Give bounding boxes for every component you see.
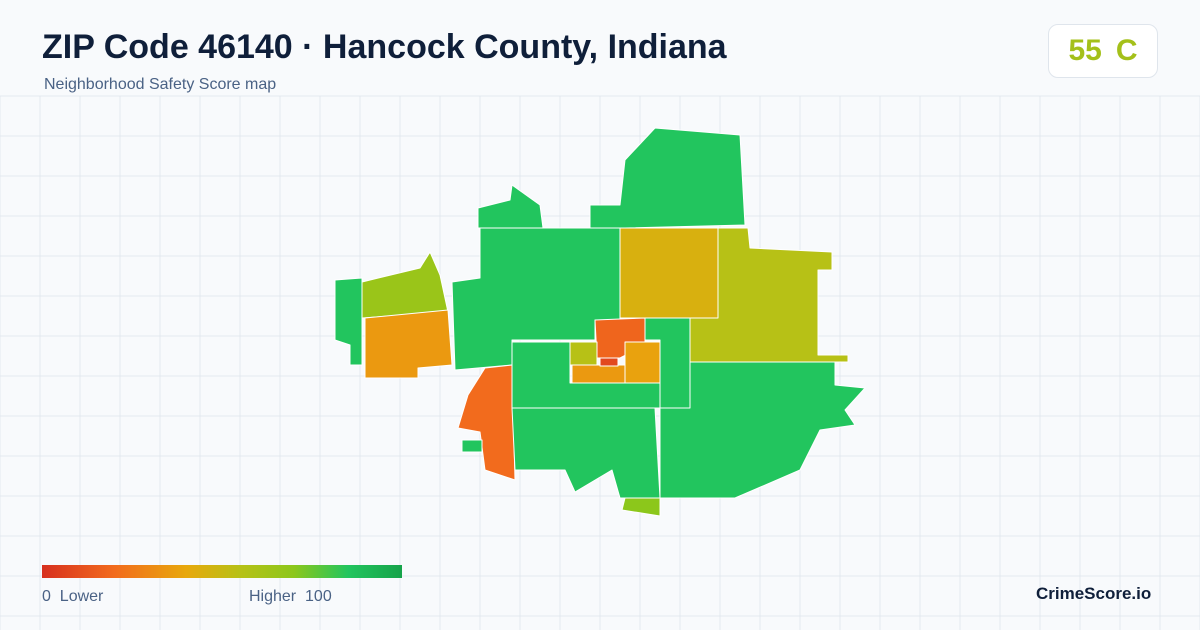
legend-max-label: Higher <box>249 588 297 605</box>
legend-gradient <box>42 565 402 578</box>
region <box>334 277 363 366</box>
region <box>569 341 598 366</box>
score-badge: 55 C <box>1048 24 1158 78</box>
regions <box>334 127 866 517</box>
region <box>621 497 661 517</box>
region <box>659 361 866 499</box>
brand: CrimeScore.io <box>1036 584 1152 603</box>
region <box>457 364 516 481</box>
legend-min-label: Lower <box>59 588 104 605</box>
score-grade: C <box>1115 34 1138 67</box>
region <box>599 357 619 367</box>
region <box>461 439 483 453</box>
legend-max: 100 <box>305 588 332 605</box>
legend-high: Higher 100 <box>249 588 332 606</box>
region <box>589 127 746 229</box>
score-value: 55 <box>1068 34 1102 67</box>
legend-min: 0 <box>42 588 51 605</box>
region <box>619 227 719 319</box>
region <box>364 309 453 379</box>
legend-low: 0 Lower <box>42 588 103 606</box>
region <box>624 341 661 384</box>
region <box>511 407 661 499</box>
region <box>571 364 626 384</box>
title: ZIP Code 46140 · Hancock County, Indiana <box>42 28 727 66</box>
region <box>477 184 544 229</box>
region <box>361 251 449 319</box>
subtitle: Neighborhood Safety Score map <box>44 76 277 93</box>
